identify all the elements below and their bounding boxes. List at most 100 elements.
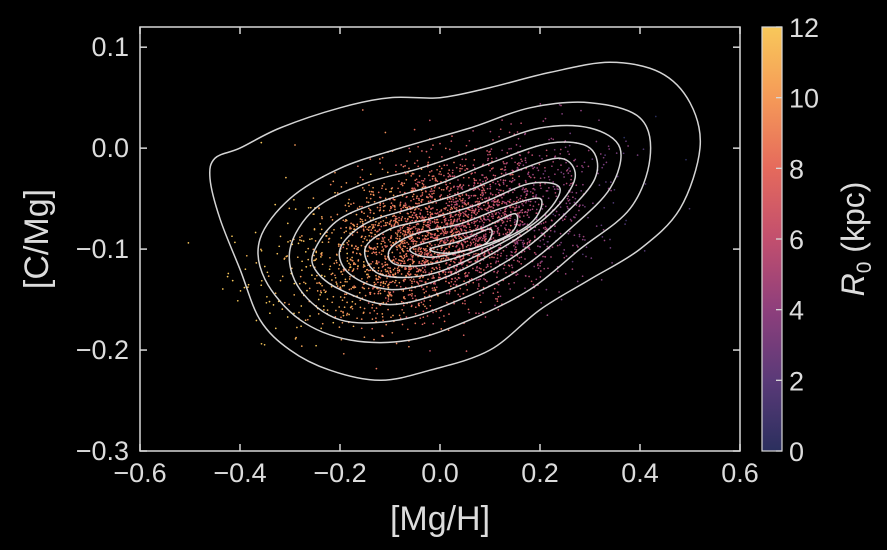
scatter-point: [406, 250, 409, 252]
colorbar-label-sub: 0: [853, 262, 876, 274]
scatter-point: [545, 190, 548, 192]
scatter-point: [519, 145, 522, 148]
scatter-point: [468, 139, 471, 142]
scatter-point: [528, 248, 531, 251]
scatter-point: [535, 208, 538, 211]
scatter-point: [361, 277, 363, 280]
scatter-point: [482, 292, 484, 294]
scatter-point: [467, 197, 470, 200]
scatter-point: [473, 222, 475, 225]
scatter-point: [500, 219, 503, 222]
scatter-point: [375, 260, 378, 262]
scatter-point: [312, 197, 315, 199]
scatter-point: [494, 225, 497, 227]
scatter-point: [542, 255, 544, 258]
scatter-point: [463, 219, 465, 222]
scatter-point: [455, 213, 457, 216]
scatter-point: [518, 162, 520, 164]
scatter-point: [525, 188, 527, 190]
scatter-point: [351, 245, 353, 247]
scatter-point: [287, 241, 289, 243]
scatter-point: [459, 198, 461, 200]
scatter-point: [387, 272, 390, 274]
scatter-point: [293, 294, 296, 296]
scatter-point: [423, 291, 426, 294]
scatter-point: [454, 289, 456, 292]
scatter-point: [528, 175, 531, 178]
scatter-point: [475, 220, 477, 223]
scatter-point: [427, 278, 429, 281]
scatter-point: [384, 268, 387, 271]
scatter-point: [489, 153, 491, 156]
scatter-point: [432, 275, 435, 277]
scatter-point: [522, 215, 525, 217]
scatter-point: [361, 168, 364, 171]
scatter-point: [492, 292, 495, 295]
scatter-point: [509, 217, 512, 220]
scatter-point: [595, 225, 598, 227]
scatter-point: [489, 193, 492, 195]
scatter-point: [464, 164, 466, 167]
scatter-point: [368, 275, 371, 278]
scatter-point: [367, 229, 370, 231]
scatter-point: [268, 300, 271, 303]
scatter-point: [548, 138, 550, 141]
scatter-point: [302, 240, 305, 242]
scatter-point: [539, 270, 542, 272]
scatter-point: [486, 150, 488, 152]
scatter-point: [419, 280, 421, 282]
scatter-point: [522, 243, 525, 246]
scatter-point: [455, 208, 458, 211]
scatter-point: [447, 281, 450, 284]
scatter-point: [447, 175, 450, 178]
scatter-point: [487, 206, 490, 209]
scatter-point: [481, 220, 484, 222]
scatter-point: [351, 286, 354, 289]
scatter-point: [432, 192, 435, 195]
scatter-point: [427, 225, 430, 228]
scatter-point: [583, 161, 586, 164]
scatter-point: [486, 187, 489, 190]
scatter-point: [473, 220, 475, 223]
scatter-point: [245, 254, 248, 257]
scatter-point: [476, 197, 479, 200]
scatter-point: [390, 299, 393, 301]
scatter-point: [547, 240, 549, 243]
scatter-point: [468, 261, 471, 264]
scatter-point: [551, 165, 553, 168]
scatter-point: [387, 286, 390, 289]
scatter-point: [465, 204, 468, 206]
scatter-point: [454, 226, 456, 228]
scatter-point: [353, 285, 356, 287]
scatter-point: [449, 231, 452, 233]
scatter-point: [227, 272, 230, 275]
scatter-point: [395, 245, 398, 248]
scatter-point: [436, 212, 439, 214]
scatter-point: [497, 283, 500, 286]
scatter-point: [587, 165, 590, 168]
scatter-point: [312, 248, 315, 251]
scatter-point: [384, 205, 386, 207]
scatter-point: [368, 184, 370, 186]
scatter-point: [427, 200, 430, 203]
scatter-point: [432, 207, 434, 209]
scatter-point: [380, 214, 382, 217]
scatter-point: [445, 183, 448, 186]
scatter-point: [336, 285, 339, 287]
contour-line-7: [387, 197, 543, 267]
scatter-point: [576, 165, 578, 168]
scatter-point: [502, 267, 505, 270]
scatter-point: [403, 260, 406, 262]
scatter-point: [408, 147, 411, 150]
scatter-point: [492, 244, 494, 247]
scatter-point: [442, 230, 445, 233]
scatter-point: [503, 162, 505, 165]
scatter-point: [375, 253, 378, 256]
scatter-point: [431, 287, 434, 290]
scatter-point: [377, 269, 380, 272]
scatter-point: [460, 242, 463, 244]
scatter-point: [445, 247, 448, 250]
scatter-point: [616, 175, 619, 178]
scatter-point: [405, 255, 408, 258]
